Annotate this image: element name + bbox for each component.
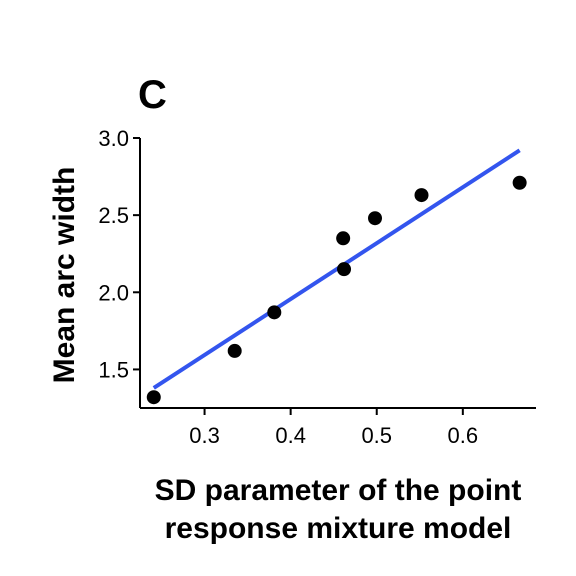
data-point <box>267 305 282 320</box>
x-axis: 0.3 0.4 0.5 0.6 <box>140 407 536 448</box>
y-tick-label: 2.5 <box>98 203 129 228</box>
y-axis-title: Mean arc width <box>48 167 81 384</box>
data-point <box>227 343 242 358</box>
x-tick-label: 0.6 <box>448 423 479 448</box>
data-point <box>146 390 161 405</box>
data-point <box>512 175 527 190</box>
data-point <box>337 262 352 277</box>
x-axis-title-line-1: SD parameter of the point <box>155 474 522 507</box>
data-point <box>414 188 429 203</box>
x-tick-label: 0.4 <box>275 423 306 448</box>
regression-line <box>152 148 521 390</box>
data-points <box>146 175 527 405</box>
x-axis-title-line-2: response mixture model <box>165 512 512 545</box>
y-tick-label: 1.5 <box>98 357 129 382</box>
y-tick-label: 2.0 <box>98 280 129 305</box>
data-point <box>336 231 351 246</box>
x-tick-label: 0.5 <box>361 423 392 448</box>
x-tick-label: 0.3 <box>189 423 220 448</box>
panel-label: C <box>138 73 167 117</box>
data-point <box>368 211 383 226</box>
y-axis: 1.5 2.0 2.5 3.0 <box>98 126 141 408</box>
y-tick-label: 3.0 <box>98 126 129 151</box>
